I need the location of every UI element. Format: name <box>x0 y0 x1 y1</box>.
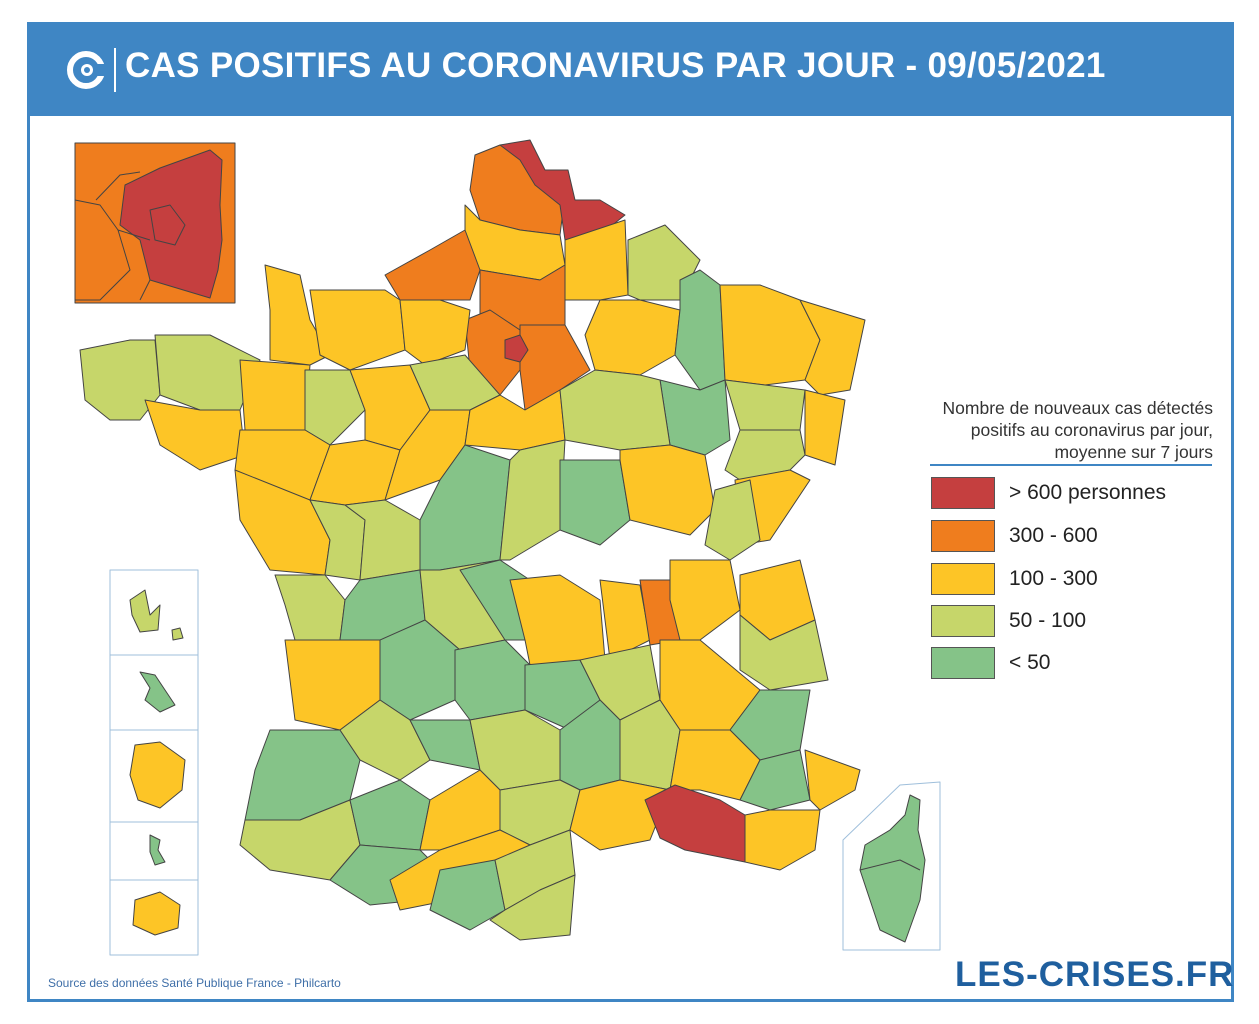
legend-label: < 50 <box>1009 651 1051 674</box>
legend-label: 50 - 100 <box>1009 609 1087 632</box>
legend-swatch <box>931 520 995 552</box>
legend-swatch <box>931 563 995 595</box>
page-title: CAS POSITIFS AU CORONAVIRUS PAR JOUR - 0… <box>125 46 1106 85</box>
source-note: Source des données Santé Publique France… <box>48 976 341 990</box>
header-separator <box>114 48 116 92</box>
legend-label: > 600 personnes <box>1009 481 1167 504</box>
legend-swatch <box>931 647 995 679</box>
legend-title: Nombre de nouveaux cas détectés positifs… <box>942 398 1213 462</box>
mainland-map <box>79 139 866 941</box>
legend-divider <box>930 464 1212 466</box>
legend-label: 100 - 300 <box>1009 567 1098 590</box>
legend-swatch <box>931 605 995 637</box>
legend-swatch <box>931 477 995 509</box>
paris-inset <box>74 142 236 304</box>
c-logo-icon <box>67 51 106 89</box>
corsica-inset <box>842 781 941 951</box>
brand-logo[interactable]: LES-CRISES.FR <box>955 955 1235 994</box>
header-bar <box>27 22 1234 116</box>
legend-label: 300 - 600 <box>1009 524 1098 547</box>
overseas-insets <box>109 569 199 956</box>
